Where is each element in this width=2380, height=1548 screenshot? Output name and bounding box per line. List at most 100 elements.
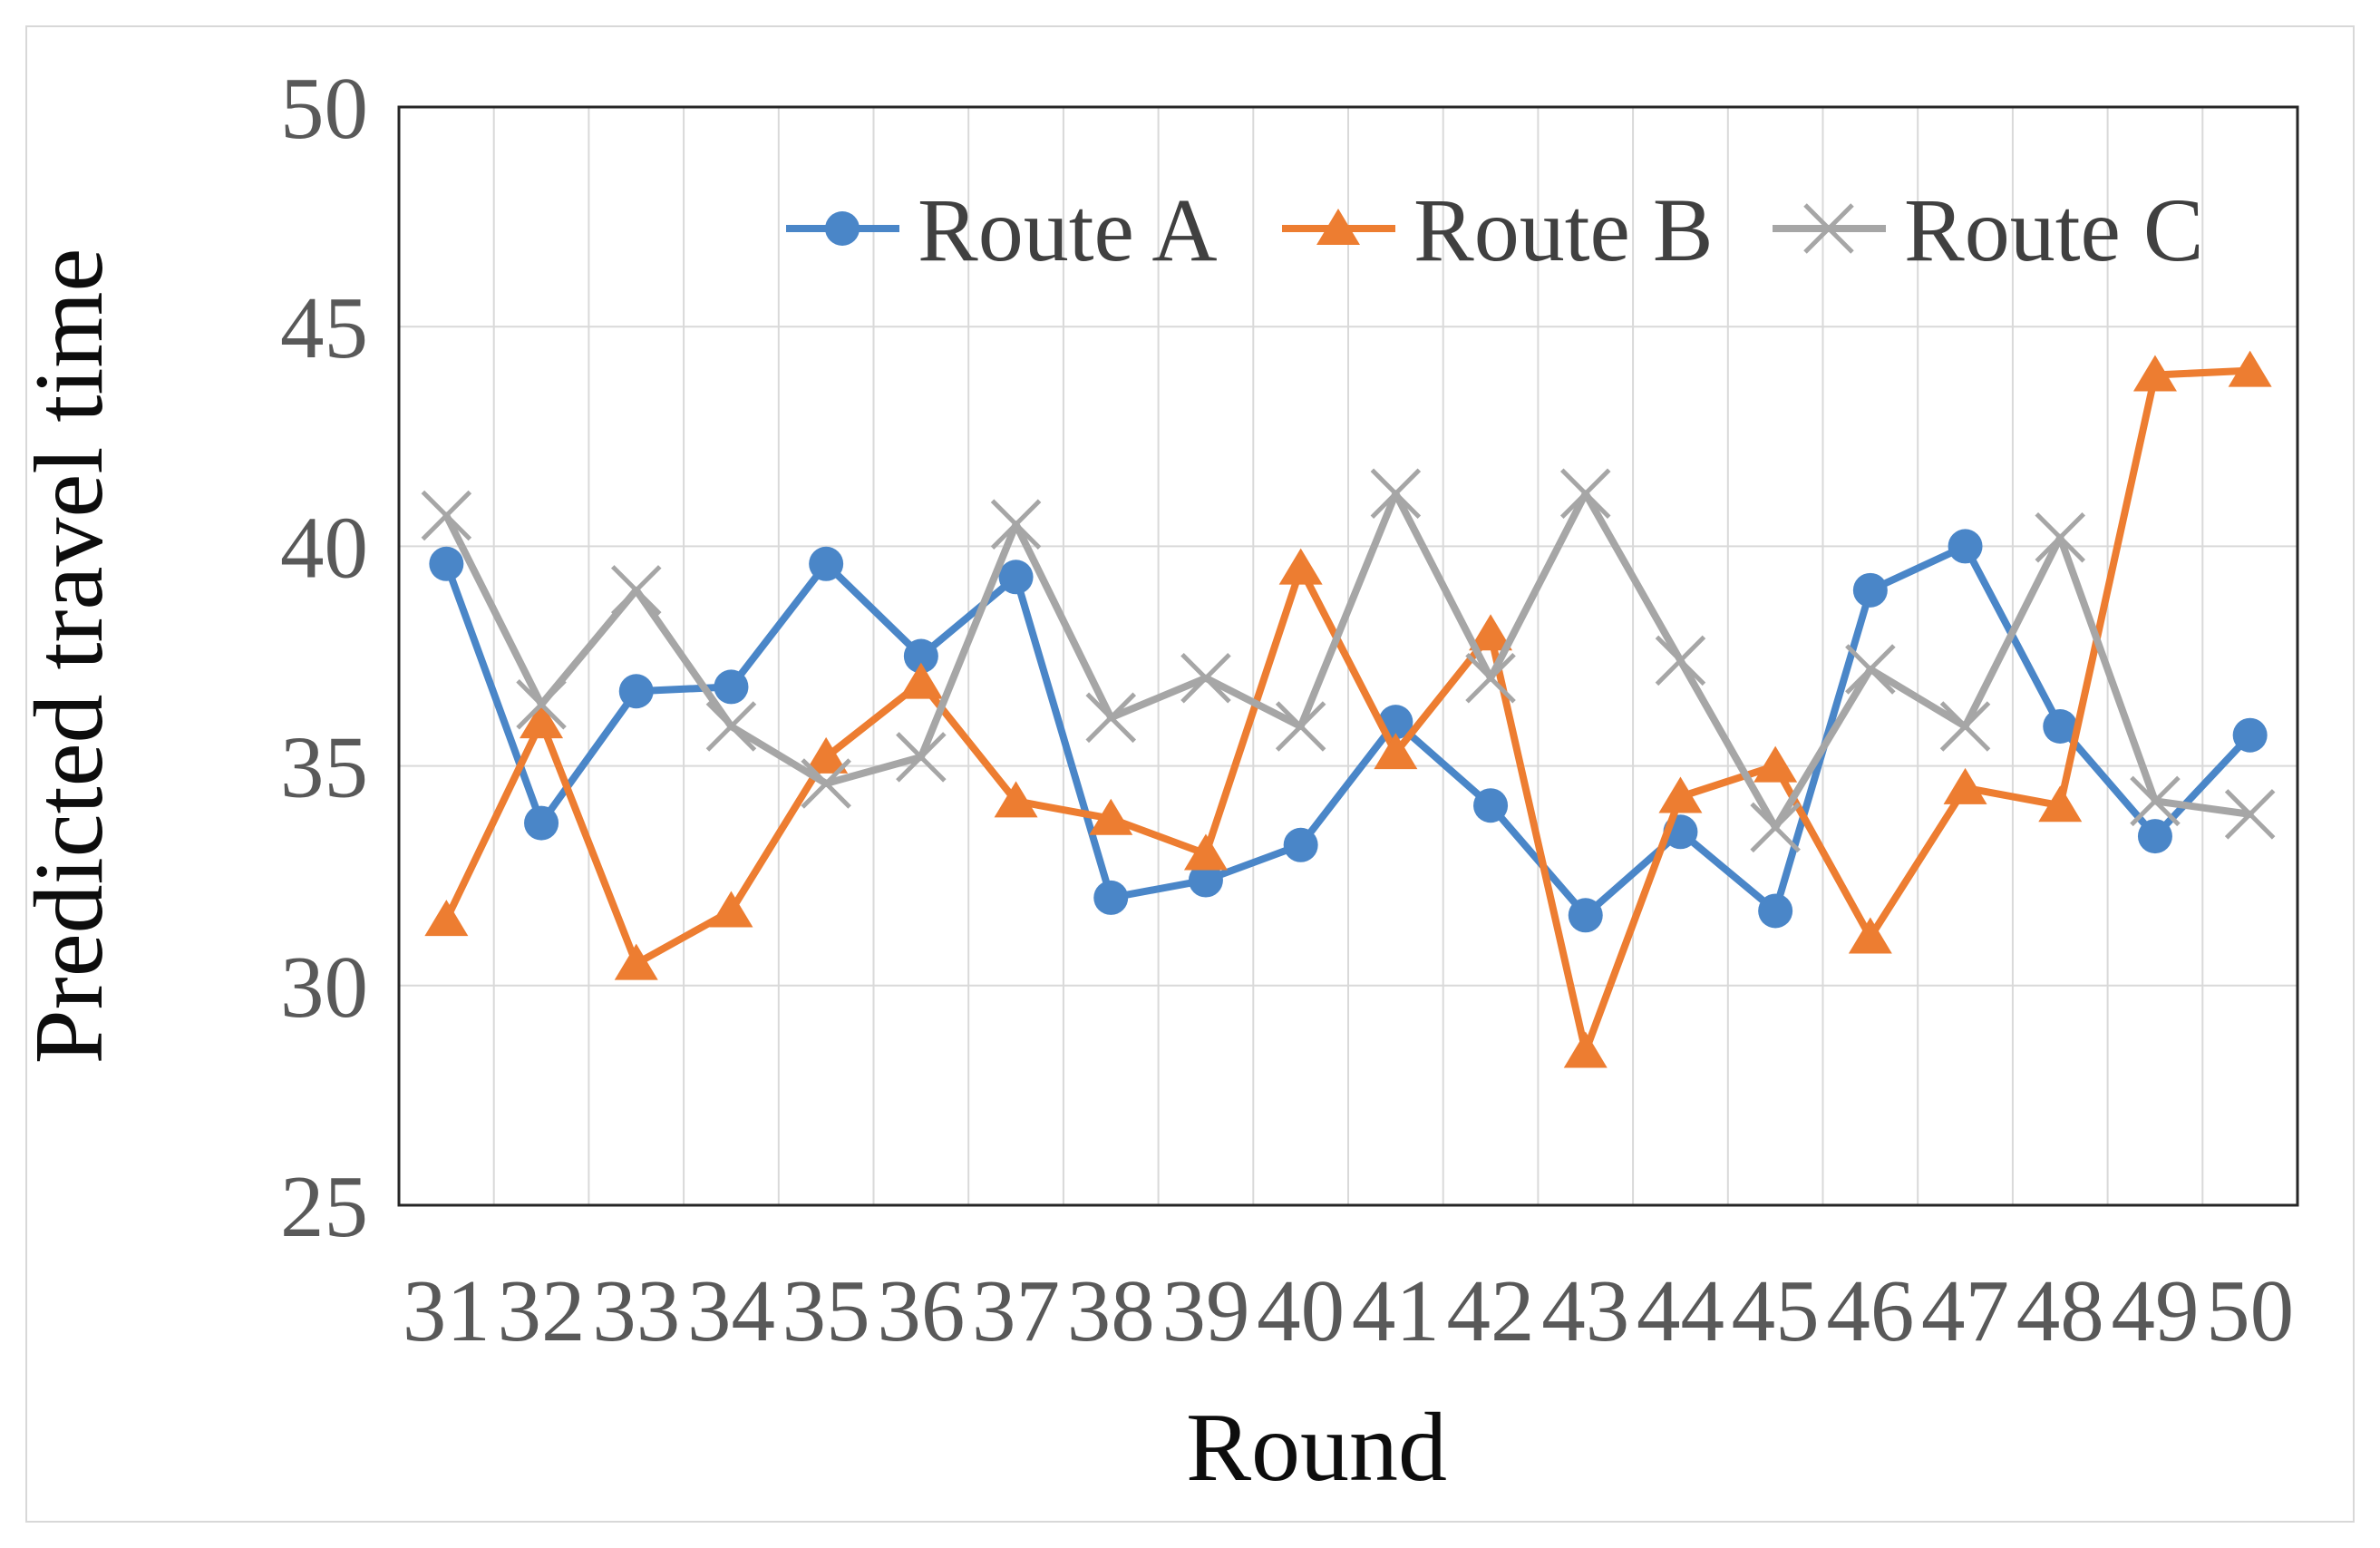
- x-tick-label: 43: [1541, 1262, 1629, 1359]
- data-point-x: [2224, 789, 2276, 840]
- x-tick-label: 50: [2206, 1262, 2294, 1359]
- x-tick-label: 35: [782, 1262, 870, 1359]
- data-point-x: [2035, 511, 2086, 563]
- x-tick-label: 38: [1067, 1262, 1155, 1359]
- data-point-x: [801, 758, 851, 809]
- data-point-x: [516, 679, 567, 730]
- data-point-circle: [1473, 788, 1509, 823]
- data-point-circle: [809, 546, 844, 581]
- data-point-triangle: [899, 662, 943, 699]
- data-point-triangle: [1469, 614, 1513, 651]
- x-tick-label: 36: [877, 1262, 965, 1359]
- legend-label: Route A: [918, 180, 1218, 280]
- plot-area-border: [397, 105, 2299, 1207]
- data-point-x: [1370, 468, 1422, 520]
- legend-item-route-b: Route B: [1282, 180, 1714, 280]
- data-point-triangle: [614, 943, 658, 980]
- data-point-circle: [714, 669, 749, 705]
- data-point-triangle: [1848, 917, 1892, 954]
- x-tick-label: 45: [1732, 1262, 1820, 1359]
- data-point-circle: [1283, 827, 1318, 862]
- data-point-circle: [1758, 893, 1793, 929]
- x-tick-label: 46: [1826, 1262, 1914, 1359]
- x-tick-label: 37: [972, 1262, 1060, 1359]
- x-tick-label: 34: [687, 1262, 775, 1359]
- data-point-triangle: [709, 891, 753, 928]
- data-point-x: [1750, 802, 1801, 853]
- data-point-circle: [2043, 709, 2078, 745]
- y-tick-label: 45: [280, 279, 368, 376]
- data-point-triangle: [1658, 776, 1703, 813]
- data-point-x: [1085, 692, 1137, 744]
- data-point-x: [990, 499, 1042, 550]
- data-point-x: [421, 490, 472, 541]
- data-point-x: [1655, 635, 1706, 686]
- legend: Route A Route B Route C: [786, 180, 2204, 280]
- data-point-x: [1180, 652, 1231, 704]
- data-point-circle: [1093, 880, 1129, 915]
- legend-item-route-c: Route C: [1773, 180, 2204, 280]
- series-line: [442, 542, 2254, 920]
- data-point-triangle: [1563, 1031, 1608, 1068]
- data-point-circle: [825, 211, 860, 246]
- data-point-circle: [2137, 819, 2172, 854]
- x-tick-label: 39: [1161, 1262, 1249, 1359]
- y-tick-label: 40: [280, 499, 368, 596]
- data-point-circle: [903, 638, 938, 674]
- series-line: [442, 490, 2254, 832]
- series-line: [442, 366, 2254, 1056]
- y-tick-label: 35: [280, 719, 368, 816]
- data-point-circle: [1568, 898, 1603, 933]
- data-point-circle: [1852, 572, 1888, 608]
- x-tick-label: 48: [2016, 1262, 2104, 1359]
- data-point-triangle: [520, 702, 564, 739]
- data-point-circle: [998, 560, 1034, 595]
- data-point-x: [610, 565, 662, 616]
- data-point-triangle: [1183, 833, 1228, 871]
- data-point-circle: [1948, 529, 1983, 564]
- data-point-triangle: [1316, 209, 1360, 245]
- legend-item-route-a: Route A: [786, 180, 1218, 280]
- x-tick-label: 49: [2111, 1262, 2199, 1359]
- data-point-x: [1275, 701, 1326, 752]
- series-route-c: [421, 468, 2276, 853]
- data-point-triangle: [2132, 355, 2177, 392]
- data-point-triangle: [1089, 798, 1133, 835]
- data-point-x: [1559, 468, 1611, 520]
- data-point-x: [2130, 775, 2181, 827]
- data-point-triangle: [804, 736, 849, 774]
- x-tick-label: 44: [1637, 1262, 1724, 1359]
- y-axis-tick-labels: 25 30 35 40 45 50: [280, 60, 368, 1255]
- data-point-triangle: [424, 900, 469, 937]
- x-tick-label: 42: [1447, 1262, 1535, 1359]
- data-point-triangle: [1278, 548, 1323, 585]
- y-axis-title: Predicted travel time: [15, 248, 123, 1065]
- data-point-triangle: [2038, 785, 2083, 823]
- data-point-circle: [618, 674, 654, 709]
- x-tick-label: 32: [498, 1262, 586, 1359]
- x-tick-label: 47: [1921, 1262, 2009, 1359]
- data-point-circle: [2232, 717, 2268, 753]
- data-point-triangle: [2228, 350, 2272, 387]
- y-tick-label: 25: [280, 1158, 368, 1255]
- data-point-triangle: [994, 781, 1038, 818]
- series-route-b: [424, 350, 2272, 1068]
- y-tick-label: 30: [280, 939, 368, 1036]
- data-point-x: [1465, 652, 1516, 704]
- x-tick-label: 41: [1352, 1262, 1440, 1359]
- data-point-circle: [1188, 862, 1223, 898]
- data-point-x: [1939, 701, 1991, 752]
- data-point-triangle: [1374, 733, 1418, 770]
- data-point-x: [1845, 644, 1896, 695]
- data-point-x: [896, 732, 947, 783]
- data-point-circle: [429, 546, 464, 581]
- gridlines: [399, 107, 2297, 1205]
- x-tick-label: 40: [1257, 1262, 1345, 1359]
- data-point-triangle: [1753, 745, 1798, 783]
- series-route-a: [429, 529, 2268, 933]
- x-tick-label: 31: [403, 1262, 491, 1359]
- data-point-triangle: [1943, 767, 1987, 804]
- legend-label: Route B: [1413, 180, 1714, 280]
